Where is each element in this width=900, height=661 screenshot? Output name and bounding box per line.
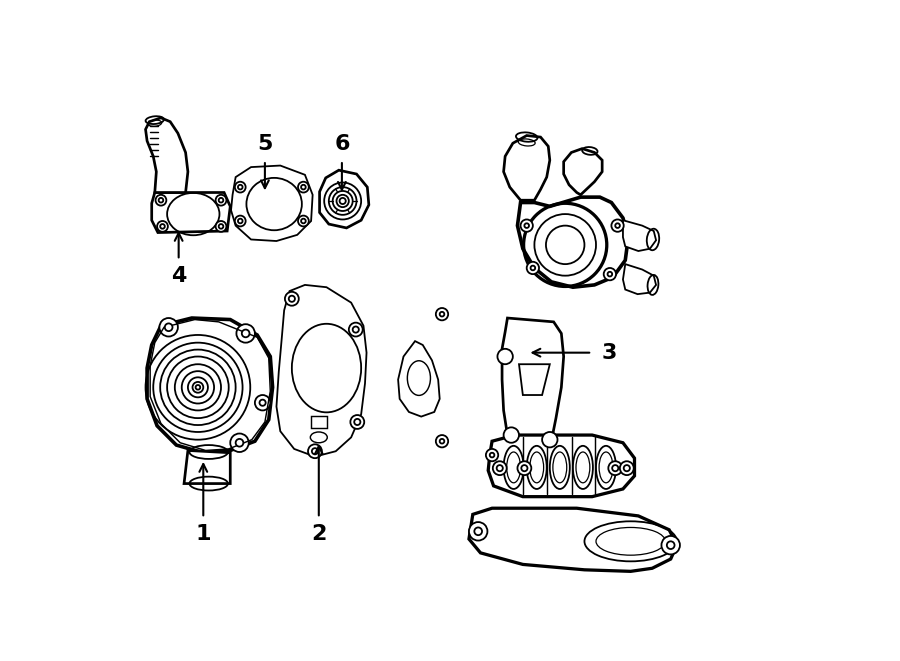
Circle shape — [608, 272, 612, 276]
Circle shape — [193, 382, 203, 393]
Circle shape — [302, 219, 306, 223]
Text: 1: 1 — [195, 524, 211, 545]
Circle shape — [349, 323, 363, 336]
Text: 6: 6 — [334, 134, 349, 154]
Circle shape — [216, 195, 227, 206]
Circle shape — [235, 215, 246, 226]
Polygon shape — [231, 165, 312, 241]
Polygon shape — [518, 197, 628, 288]
Circle shape — [611, 219, 624, 232]
Circle shape — [165, 323, 173, 331]
Circle shape — [238, 185, 243, 190]
Circle shape — [158, 198, 163, 202]
Circle shape — [474, 527, 482, 535]
Circle shape — [497, 465, 503, 471]
Circle shape — [440, 312, 445, 317]
Text: 2: 2 — [311, 524, 327, 545]
Circle shape — [285, 292, 299, 305]
Circle shape — [526, 262, 539, 274]
Circle shape — [525, 223, 529, 228]
Circle shape — [302, 185, 306, 190]
Circle shape — [355, 419, 360, 425]
Circle shape — [160, 224, 165, 229]
Circle shape — [159, 318, 178, 336]
Circle shape — [667, 541, 674, 549]
Circle shape — [493, 461, 507, 475]
Text: 3: 3 — [601, 342, 617, 363]
Circle shape — [259, 400, 266, 406]
Polygon shape — [184, 450, 230, 484]
Circle shape — [312, 448, 318, 454]
Circle shape — [518, 461, 531, 475]
Circle shape — [350, 415, 365, 429]
Circle shape — [298, 182, 309, 192]
Circle shape — [255, 395, 270, 410]
Circle shape — [158, 221, 168, 232]
Circle shape — [504, 428, 519, 443]
Polygon shape — [469, 508, 677, 571]
Polygon shape — [502, 318, 563, 449]
Circle shape — [308, 444, 322, 458]
Circle shape — [230, 434, 248, 452]
Circle shape — [608, 461, 622, 475]
Circle shape — [542, 432, 557, 447]
Circle shape — [195, 385, 200, 389]
Polygon shape — [623, 220, 656, 251]
Polygon shape — [623, 264, 656, 294]
Circle shape — [156, 195, 166, 206]
Circle shape — [521, 465, 527, 471]
Circle shape — [498, 349, 513, 364]
Circle shape — [298, 215, 309, 226]
Polygon shape — [563, 149, 602, 195]
Circle shape — [490, 453, 494, 457]
Circle shape — [616, 223, 620, 228]
Text: 4: 4 — [171, 266, 186, 286]
Circle shape — [531, 266, 536, 270]
Circle shape — [486, 449, 499, 461]
Circle shape — [440, 439, 445, 444]
Polygon shape — [320, 170, 369, 228]
Text: 5: 5 — [257, 134, 273, 154]
Circle shape — [236, 439, 243, 447]
Circle shape — [219, 198, 223, 202]
Circle shape — [624, 465, 630, 471]
Circle shape — [235, 182, 246, 192]
Polygon shape — [519, 364, 550, 395]
Circle shape — [604, 268, 616, 280]
Circle shape — [436, 308, 448, 321]
Polygon shape — [276, 285, 366, 457]
Circle shape — [353, 327, 359, 332]
Circle shape — [469, 522, 488, 541]
Circle shape — [242, 330, 249, 337]
Polygon shape — [147, 318, 273, 453]
Circle shape — [620, 461, 634, 475]
Polygon shape — [398, 341, 440, 416]
Circle shape — [289, 295, 295, 302]
Circle shape — [238, 219, 243, 223]
Circle shape — [237, 324, 255, 342]
Polygon shape — [146, 118, 188, 192]
Circle shape — [662, 536, 680, 555]
Circle shape — [216, 221, 227, 232]
Polygon shape — [152, 192, 230, 233]
Circle shape — [612, 465, 618, 471]
Circle shape — [219, 224, 223, 229]
Circle shape — [436, 435, 448, 447]
Circle shape — [520, 219, 533, 232]
Polygon shape — [488, 435, 634, 496]
Polygon shape — [504, 136, 550, 200]
